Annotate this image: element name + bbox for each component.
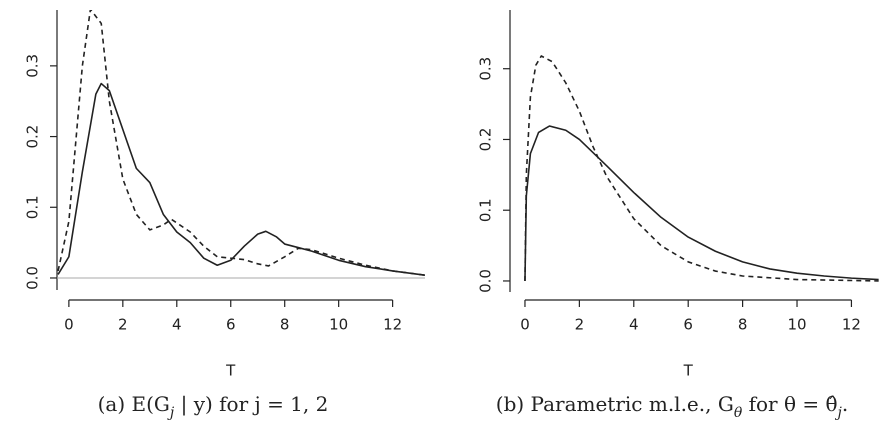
x-tick-label: 10 [787, 316, 806, 334]
x-tick-label: 0 [64, 316, 74, 334]
x-tick-label: 4 [629, 316, 639, 334]
x-tick-label: 8 [738, 316, 748, 334]
y-tick-label: 0.3 [477, 57, 495, 81]
data-line [524, 125, 879, 281]
x-tick-label: 6 [226, 316, 236, 334]
caption-part: | y) for j = 1, 2 [174, 392, 328, 417]
y-tick-label: 0.2 [477, 128, 495, 152]
caption-part: j [835, 405, 843, 421]
data-line [57, 82, 425, 276]
y-tick-label: 0.2 [24, 125, 42, 149]
x-tick-label: 2 [575, 316, 585, 334]
data-line [524, 55, 879, 282]
x-tick-label: 10 [329, 316, 348, 334]
y-tick-label: 0.0 [477, 269, 495, 293]
x-axis-label: T [225, 362, 236, 380]
x-tick-label: 2 [118, 316, 128, 334]
caption: (a) E(Gj | y) for j = 1, 2 [98, 392, 329, 422]
caption-part: . [842, 392, 848, 416]
x-tick-label: 6 [683, 316, 693, 334]
plot-area [524, 55, 879, 282]
x-tick-label: 4 [172, 316, 182, 334]
x-tick-label: 8 [280, 316, 290, 334]
caption-part: for θ = [742, 392, 825, 416]
caption-part: θ̂ [825, 392, 837, 416]
caption-part: j [167, 405, 175, 421]
caption-part: (a) E(G [98, 392, 170, 416]
plot-area [57, 10, 425, 279]
caption: (b) Parametric m.l.e., Gθ for θ = θ̂j. [496, 392, 848, 422]
x-tick-label: 12 [383, 316, 402, 334]
x-axis-label: T [683, 362, 694, 380]
caption-part: (b) Parametric m.l.e., G [496, 392, 734, 416]
x-tick-label: 0 [520, 316, 530, 334]
y-tick-label: 0.3 [24, 54, 42, 78]
y-tick-label: 0.0 [24, 266, 42, 290]
x-tick-label: 12 [842, 316, 861, 334]
caption-part: θ [734, 405, 743, 421]
y-tick-label: 0.1 [24, 195, 42, 219]
y-tick-label: 0.1 [477, 198, 495, 222]
data-line [57, 10, 425, 276]
